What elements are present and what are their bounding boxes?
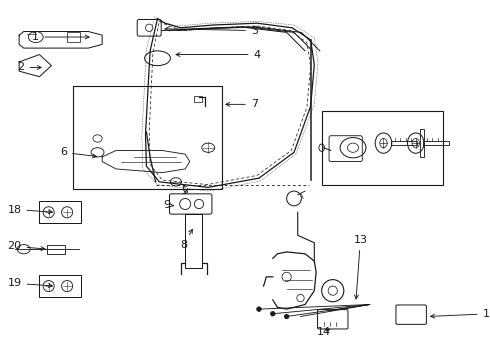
- Text: 20: 20: [7, 242, 45, 251]
- Text: 17: 17: [0, 359, 1, 360]
- Bar: [67, 32, 80, 42]
- Bar: [39, 201, 81, 223]
- Bar: [39, 275, 81, 297]
- Bar: [47, 244, 65, 254]
- Bar: [185, 214, 202, 267]
- Text: 11: 11: [0, 359, 1, 360]
- Text: 1: 1: [32, 32, 89, 42]
- Text: 9: 9: [163, 200, 173, 210]
- Bar: [423, 141, 449, 145]
- Circle shape: [257, 307, 261, 311]
- Text: 3: 3: [165, 26, 258, 36]
- Text: 8: 8: [180, 229, 193, 249]
- Text: 6: 6: [60, 147, 97, 158]
- Text: 5: 5: [182, 186, 189, 196]
- Bar: [322, 111, 443, 185]
- Text: 4: 4: [176, 50, 261, 59]
- Text: 14: 14: [317, 327, 331, 337]
- Bar: [195, 96, 202, 102]
- Bar: [420, 129, 424, 157]
- Text: 15: 15: [0, 359, 1, 360]
- Text: 16: 16: [0, 359, 1, 360]
- Text: 12: 12: [431, 309, 490, 319]
- Text: 19: 19: [7, 278, 52, 288]
- Text: 7: 7: [226, 99, 258, 109]
- Circle shape: [270, 311, 275, 316]
- Text: 13: 13: [353, 235, 368, 299]
- Text: 10: 10: [0, 359, 1, 360]
- Bar: [73, 86, 222, 189]
- Bar: [391, 141, 416, 145]
- Text: 18: 18: [7, 204, 52, 215]
- Circle shape: [284, 314, 289, 319]
- Text: 2: 2: [18, 63, 41, 72]
